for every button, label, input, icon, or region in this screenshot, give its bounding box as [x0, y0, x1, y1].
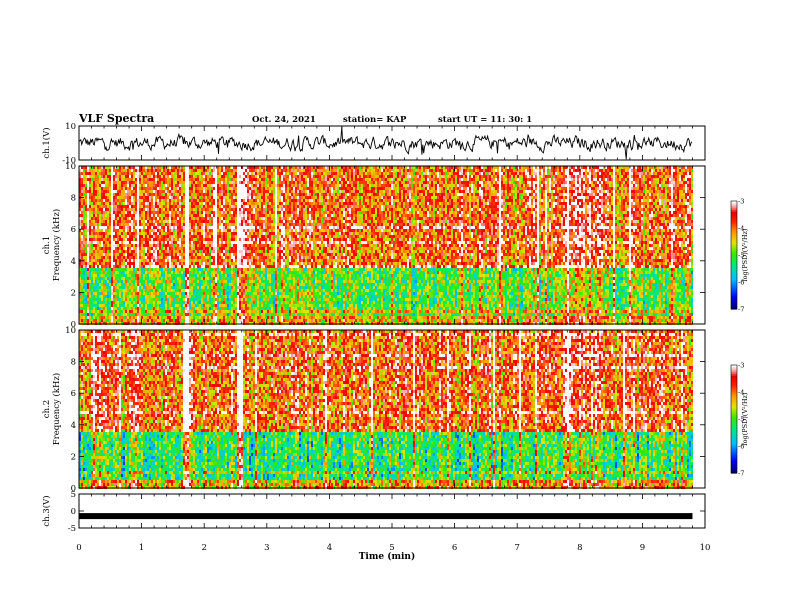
ylabel: Frequency (kHz)	[51, 373, 62, 445]
ytick-label: 4	[71, 257, 76, 267]
ch1-spectrogram-panel	[79, 166, 693, 325]
colorbar-tick-label: -7	[738, 470, 744, 478]
x-axis-title: Time (min)	[359, 551, 416, 562]
ch3-waveform-axes: 5 0 -5 ch.3(V)	[41, 490, 705, 534]
ytick-label: 2	[71, 288, 76, 298]
xtick-label: 7	[514, 543, 519, 553]
ytick-label: 2	[71, 452, 76, 462]
xtick-label: 0	[76, 543, 81, 553]
ylabel: ch.2	[42, 400, 52, 418]
xtick-label: 8	[577, 543, 582, 553]
xtick-label: 6	[452, 543, 457, 553]
ytick-label: -5	[68, 524, 76, 534]
ytick-label: 4	[71, 421, 76, 431]
ch3-waveform-panel	[79, 513, 692, 519]
xtick-label: 2	[201, 543, 206, 553]
colorbar-label: log(PSD)(V²/Hz)	[741, 228, 749, 281]
ch1-waveform-line	[79, 127, 692, 159]
ytick-label: 10	[65, 162, 76, 172]
ch3-waveform-line	[79, 513, 692, 519]
ytick-label: 8	[71, 194, 76, 204]
ch2-spectrogram-panel	[79, 330, 693, 489]
ytick-label: 10	[65, 326, 76, 336]
ch3-waveform-frame	[79, 494, 705, 528]
ylabel: Frequency (kHz)	[51, 209, 62, 281]
ylabel: ch.1	[42, 236, 52, 254]
colorbar-label: log(PSD)(V²/Hz)	[741, 392, 749, 445]
ytick-label: 6	[71, 225, 76, 235]
xtick-label: 4	[327, 543, 332, 553]
xtick-label: 1	[139, 543, 144, 553]
ytick-label: 8	[71, 358, 76, 368]
ytick-label: 5	[71, 490, 76, 500]
colorbar-tick-label: -3	[738, 198, 744, 206]
ylabel: ch.1(V)	[41, 127, 52, 158]
ytick-label: 6	[71, 389, 76, 399]
ch1-waveform-panel	[79, 127, 692, 159]
ytick-label: 0	[71, 507, 76, 517]
figure: 10-10ch.1(V)0246810ch.1 Frequency (kHz)02…	[0, 0, 792, 612]
xtick-label: 10	[700, 543, 711, 553]
xtick-label: 3	[264, 543, 269, 553]
xtick-label: 9	[640, 543, 645, 553]
colorbar-tick-label: -7	[738, 306, 744, 314]
ylabel: ch.3(V)	[41, 495, 52, 526]
colorbar-tick-label: -3	[738, 362, 744, 370]
ytick-label: 10	[65, 122, 76, 132]
